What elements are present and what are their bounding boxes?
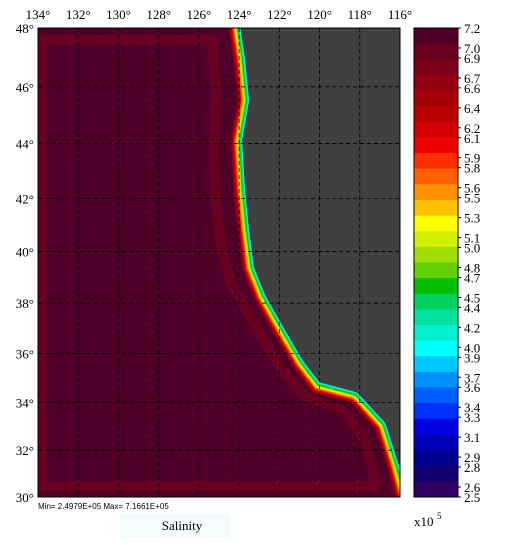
- colorbar-band: [414, 371, 458, 389]
- colorbar-band: [414, 106, 458, 123]
- latitude-label: 34°: [16, 395, 34, 410]
- longitude-label: 128°: [146, 7, 171, 22]
- latitude-label: 32°: [16, 443, 34, 458]
- latitude-label: 30°: [16, 490, 34, 505]
- colorbar-label: 5.1: [464, 231, 480, 246]
- map-frame: [37, 27, 401, 498]
- longitude-label: 118°: [348, 7, 372, 22]
- latitude-label: 36°: [16, 346, 34, 361]
- label-box: [120, 514, 230, 538]
- colorbar-band: [414, 403, 458, 420]
- colorbar-label: 3.6: [464, 380, 481, 395]
- colorbar-label: 4.8: [464, 260, 480, 275]
- colorbar-band: [414, 184, 458, 201]
- colorbar-label: 3.7: [464, 370, 481, 385]
- colorbar-label: 5.8: [464, 161, 480, 176]
- longitude-label: 134°: [26, 7, 51, 22]
- colorbar-band: [414, 28, 458, 45]
- longitude-label: 124°: [227, 7, 252, 22]
- colorbar-band: [414, 199, 458, 217]
- colorbar-frame: [413, 27, 459, 498]
- colorbar-band: [414, 231, 458, 248]
- colorbar-label: 2.5: [464, 490, 480, 505]
- exponent: 5: [437, 511, 442, 521]
- variable-label: Salinity: [162, 518, 203, 533]
- range-note: Min= 2.4979E+05 Max= 7.1661E+05: [38, 502, 169, 511]
- colorbar-band: [414, 121, 458, 138]
- colorbar-band: [414, 168, 458, 185]
- colorbar-label: 3.9: [464, 350, 480, 365]
- colorbar-label: 7.2: [464, 21, 480, 36]
- colorbar-label: 4.2: [464, 320, 480, 335]
- colorbar-band: [414, 215, 458, 232]
- colorbar-band: [414, 356, 458, 373]
- colorbar-label: 6.2: [464, 121, 480, 136]
- longitude-label: 126°: [187, 7, 212, 22]
- latitude-label: 46°: [16, 80, 34, 95]
- longitude-label: 130°: [106, 7, 131, 22]
- colorbar-label: 5.0: [464, 241, 480, 256]
- multiplier: x10: [414, 514, 434, 529]
- colorbar-label: 6.1: [464, 131, 480, 146]
- colorbar-band: [414, 246, 458, 263]
- longitude-label: 120°: [307, 7, 332, 22]
- colorbar-band: [414, 90, 458, 107]
- colorbar-label: 4.0: [464, 340, 480, 355]
- colorbar-label: 5.6: [464, 181, 481, 196]
- colorbar-band: [414, 450, 458, 467]
- colorbar-label: 2.8: [464, 460, 480, 475]
- colorbar-band: [414, 137, 458, 154]
- colorbar-band: [414, 153, 458, 170]
- colorbar-label: 5.9: [464, 151, 480, 166]
- colorbar-label: 5.5: [464, 191, 480, 206]
- ocean-field: [38, 28, 400, 497]
- colorbar-label: 4.4: [464, 300, 481, 315]
- latitude-label: 40°: [16, 245, 34, 260]
- colorbar-band: [414, 262, 458, 279]
- colorbar-band: [414, 293, 458, 310]
- latitude-label: 42°: [16, 191, 34, 206]
- colorbar-band: [414, 481, 458, 498]
- colorbar-band: [414, 309, 458, 326]
- contour-band: [60, 60, 300, 470]
- colorbar-label: 7.0: [464, 41, 480, 56]
- colorbar-label: 6.7: [464, 71, 481, 86]
- colorbar-label: 6.9: [464, 51, 480, 66]
- colorbar-label: 3.1: [464, 430, 480, 445]
- latitude-label: 48°: [16, 21, 34, 36]
- colorbar-label: 2.9: [464, 450, 480, 465]
- longitude-label: 132°: [66, 7, 91, 22]
- colorbar-label: 2.6: [464, 480, 481, 495]
- colorbar-label: 6.6: [464, 81, 481, 96]
- colorbar-band: [414, 278, 458, 295]
- latitude-label: 38°: [16, 296, 34, 311]
- colorbar-band: [414, 59, 458, 76]
- colorbar-band: [414, 434, 458, 451]
- colorbar-band: [414, 418, 458, 435]
- colorbar-label: 4.7: [464, 270, 481, 285]
- colorbar-label: 5.3: [464, 211, 480, 226]
- longitude-label: 122°: [267, 7, 292, 22]
- colorbar-band: [414, 325, 458, 342]
- colorbar-label: 4.5: [464, 290, 480, 305]
- colorbar-band: [414, 465, 458, 482]
- longitude-label: 116°: [388, 7, 412, 22]
- latitude-label: 44°: [16, 137, 34, 152]
- colorbar-band: [414, 340, 458, 357]
- colorbar-label: 6.4: [464, 101, 481, 116]
- colorbar-band: [414, 74, 458, 92]
- colorbar-band: [414, 43, 458, 60]
- colorbar-band: [414, 387, 458, 404]
- colorbar-label: 3.3: [464, 410, 480, 425]
- colorbar-label: 3.4: [464, 400, 481, 415]
